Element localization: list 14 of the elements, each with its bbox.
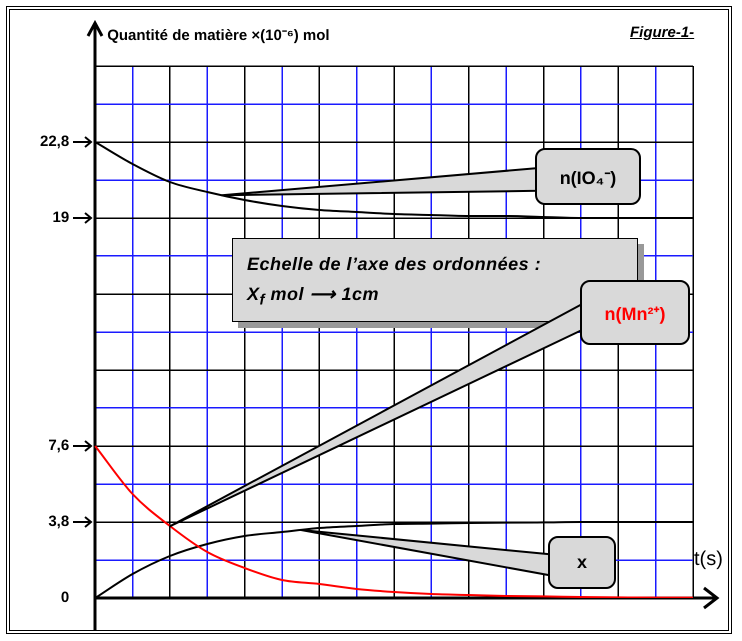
y-tick-label: 0 [60,589,70,606]
callout: x [298,528,618,591]
y-tick-label: 7,6 [48,437,70,454]
y-axis-title: Quantité de matière ×(10⁻⁶) mol [107,26,330,44]
y-tick-label: 22,8 [40,133,70,150]
x-axis-title: t(s) [694,548,723,571]
text: n(Mn²⁺) [580,280,690,345]
series-label: x [548,536,616,589]
callout: n(IO₄⁻) [220,146,643,207]
series-label: n(IO₄⁻) [534,148,641,205]
text: Figure-1- [630,24,694,41]
annotation: Echelle de l’axe des ordonnées : X$_{f}$ mol ⟶ 1cm [247,254,542,309]
y-tick-label: 19 [52,209,70,226]
y-tick-label: 3,8 [48,513,70,530]
